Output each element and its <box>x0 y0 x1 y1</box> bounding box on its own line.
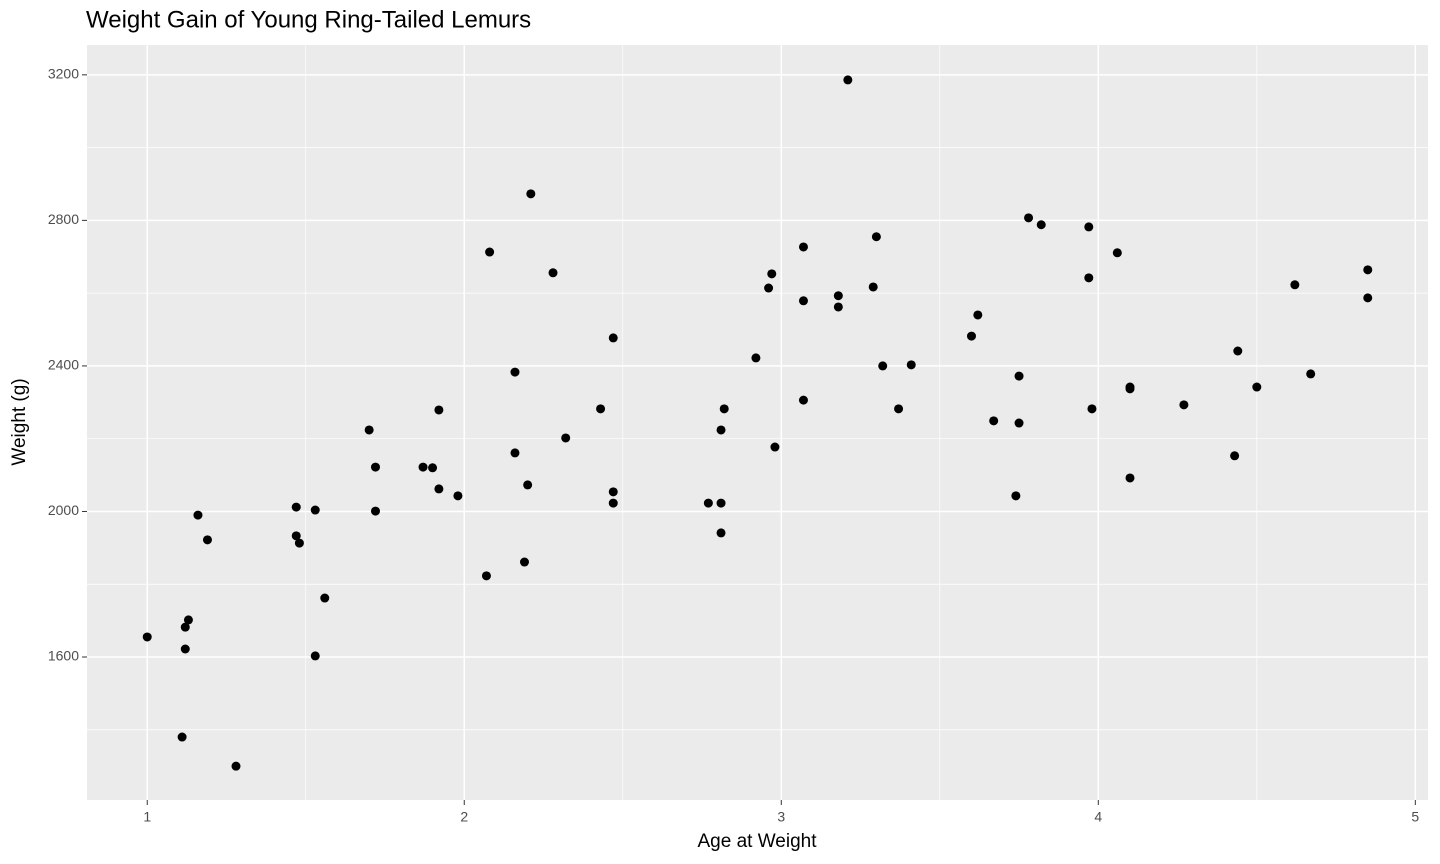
y-tick-label: 2400 <box>48 357 79 373</box>
point <box>485 247 495 257</box>
chart-title: Weight Gain of Young Ring-Tailed Lemurs <box>86 6 531 33</box>
point <box>716 425 726 435</box>
point <box>833 302 843 312</box>
point <box>871 232 881 242</box>
point <box>906 360 916 370</box>
point <box>966 331 976 341</box>
point <box>868 282 878 292</box>
x-tick-label: 5 <box>1411 809 1419 825</box>
point <box>294 538 304 548</box>
point <box>703 498 713 508</box>
point <box>798 242 808 252</box>
y-tick-label: 3200 <box>48 66 79 82</box>
point <box>770 442 780 452</box>
point <box>1112 248 1122 258</box>
point <box>202 535 212 545</box>
point <box>1011 491 1021 501</box>
point <box>370 506 380 516</box>
point <box>1363 293 1373 303</box>
point <box>608 333 618 343</box>
x-tick-label: 3 <box>777 809 785 825</box>
point <box>481 571 491 581</box>
point <box>798 395 808 405</box>
point <box>716 498 726 508</box>
point <box>1252 382 1262 392</box>
point <box>523 480 533 490</box>
point <box>310 651 320 661</box>
point <box>878 361 888 371</box>
point <box>364 425 374 435</box>
point <box>764 283 774 293</box>
panel <box>87 45 1428 800</box>
point <box>1014 418 1024 428</box>
point <box>453 491 463 501</box>
point <box>751 353 761 363</box>
point <box>1084 222 1094 232</box>
point <box>608 487 618 497</box>
point <box>183 615 193 625</box>
y-tick-label: 1600 <box>48 648 79 664</box>
point <box>180 644 190 654</box>
point <box>418 462 428 472</box>
point <box>1179 400 1189 410</box>
point <box>1363 265 1373 275</box>
point <box>1014 371 1024 381</box>
point <box>177 732 187 742</box>
x-axis-title: Age at Weight <box>697 831 817 852</box>
point <box>1087 404 1097 414</box>
point <box>291 531 301 541</box>
point <box>1230 451 1240 461</box>
x-tick-label: 1 <box>143 809 151 825</box>
point <box>320 593 330 603</box>
point <box>1233 346 1243 356</box>
point <box>973 310 983 320</box>
point <box>767 269 777 279</box>
point <box>510 367 520 377</box>
point <box>142 632 152 642</box>
point <box>798 296 808 306</box>
point <box>1036 220 1046 230</box>
point <box>989 416 999 426</box>
x-tick-label: 2 <box>460 809 468 825</box>
y-tick-label: 2000 <box>48 502 79 518</box>
point <box>894 404 904 414</box>
point <box>608 498 618 508</box>
point <box>843 75 853 85</box>
y-axis-title: Weight (g) <box>9 378 30 465</box>
point <box>833 291 843 301</box>
point <box>510 448 520 458</box>
x-tick-label: 4 <box>1094 809 1102 825</box>
point <box>310 505 320 515</box>
point <box>1024 213 1034 223</box>
point <box>719 404 729 414</box>
point <box>370 462 380 472</box>
point <box>548 268 558 278</box>
point <box>231 761 241 771</box>
point <box>519 557 529 567</box>
point <box>434 405 444 415</box>
point <box>1306 369 1316 379</box>
point <box>428 463 438 473</box>
point <box>193 510 203 520</box>
point <box>561 433 571 443</box>
point <box>180 622 190 632</box>
point <box>1125 473 1135 483</box>
point <box>596 404 606 414</box>
point <box>1084 273 1094 283</box>
point <box>291 502 301 512</box>
y-tick-label: 2800 <box>48 211 79 227</box>
point <box>526 189 536 199</box>
point <box>716 528 726 538</box>
point <box>1290 280 1300 290</box>
point <box>434 484 444 494</box>
point <box>1125 384 1135 394</box>
